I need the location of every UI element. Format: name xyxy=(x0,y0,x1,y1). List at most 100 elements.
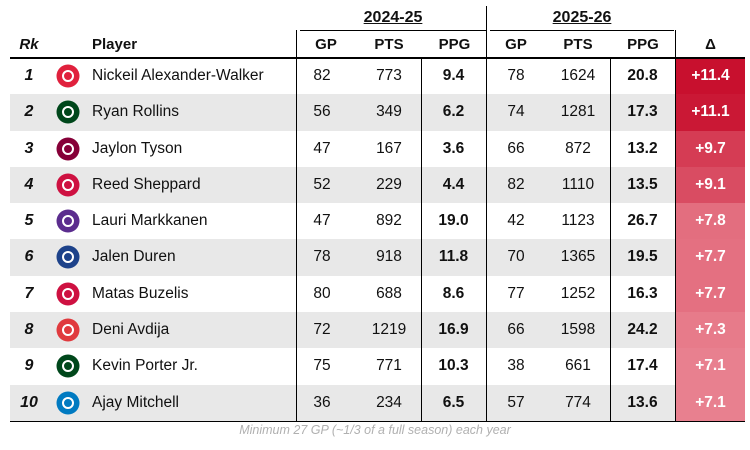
table-row: 5 Lauri Markkanen 47 892 19.0 42 1123 26.7 +7.8 xyxy=(10,203,745,240)
player-name: Lauri Markkanen xyxy=(92,212,208,230)
thunder-logo-icon xyxy=(56,391,80,415)
table-row: 8 Deni Avdija 72 1219 16.9 66 1598 24.2 +7.3 xyxy=(10,312,745,349)
table-row: 9 Kevin Porter Jr. 75 771 10.3 38 661 17.4 +7.1 xyxy=(10,348,745,385)
gp2-cell: 70 xyxy=(507,248,525,266)
ppg1-cell: 10.3 xyxy=(438,357,469,375)
pts1-cell: 234 xyxy=(376,393,402,411)
pts1-cell: 688 xyxy=(376,284,402,302)
column-header-rk: Rk xyxy=(19,36,39,53)
group-header-2025-26: 2025-26 xyxy=(552,9,612,26)
pts2-cell: 1281 xyxy=(560,103,596,121)
table-bottom-rule xyxy=(10,421,745,422)
separator-ppg-2025 xyxy=(610,58,611,422)
pts2-cell: 1110 xyxy=(561,175,595,193)
footnote: Minimum 27 GP (~1/3 of a full season) ea… xyxy=(239,423,511,437)
gp1-cell: 82 xyxy=(313,67,331,84)
ppg2-cell: 19.5 xyxy=(627,248,658,266)
pts2-cell: 1624 xyxy=(560,67,596,84)
rank-cell: 1 xyxy=(24,67,34,84)
ppg2-cell: 20.8 xyxy=(627,67,658,84)
column-header-ppg-2025: PPG xyxy=(627,36,659,53)
ppg1-cell: 6.2 xyxy=(442,103,465,121)
ppg2-cell: 26.7 xyxy=(627,212,658,230)
ppg1-cell: 11.8 xyxy=(438,248,469,266)
group-rule-2024-25 xyxy=(300,30,486,31)
column-header-pts-2025: PTS xyxy=(563,36,593,53)
gp1-cell: 47 xyxy=(313,212,331,230)
table-row: 1 Nickeil Alexander-Walker 82 773 9.4 78 1624 2… xyxy=(10,58,745,95)
column-header-pts-2024: PTS xyxy=(374,36,404,53)
separator-ppg-2024 xyxy=(421,58,422,422)
gp2-cell: 77 xyxy=(507,284,525,302)
player-name: Reed Sheppard xyxy=(92,175,201,193)
rank-cell: 5 xyxy=(24,212,34,230)
ppg2-cell: 17.3 xyxy=(627,103,658,121)
bucks-logo-icon xyxy=(56,100,80,124)
pts2-cell: 661 xyxy=(565,357,591,375)
gp1-cell: 47 xyxy=(313,139,331,157)
trail-blazers-logo-icon xyxy=(56,318,80,342)
ppg1-cell: 4.4 xyxy=(442,175,465,193)
table-row: 3 Jaylon Tyson 47 167 3.6 66 872 13.2 +9.7 xyxy=(10,130,745,167)
rank-cell: 9 xyxy=(24,357,34,375)
player-name: Ajay Mitchell xyxy=(92,393,179,411)
rank-cell: 7 xyxy=(24,284,34,302)
player-name: Kevin Porter Jr. xyxy=(92,357,198,375)
pts1-cell: 1219 xyxy=(371,321,407,339)
rank-cell: 4 xyxy=(24,175,34,193)
delta-cell: +7.7 xyxy=(676,239,745,276)
gp2-cell: 78 xyxy=(507,67,525,84)
gp2-cell: 74 xyxy=(507,103,525,121)
group-rule-2025-26 xyxy=(490,30,674,31)
table-body: 1 Nickeil Alexander-Walker 82 773 9.4 78 1624 2… xyxy=(10,58,745,421)
jazz-logo-icon xyxy=(56,209,80,233)
delta-cell: +9.1 xyxy=(676,166,745,204)
bucks-logo-icon xyxy=(56,354,80,378)
delta-cell: +7.3 xyxy=(676,312,745,349)
ppg1-cell: 16.9 xyxy=(438,321,469,339)
player-name: Nickeil Alexander-Walker xyxy=(92,67,264,84)
ppg2-cell: 13.5 xyxy=(627,175,658,193)
separator-season xyxy=(486,6,487,422)
delta-cell: +9.7 xyxy=(676,130,745,167)
hawks-logo-icon xyxy=(56,64,80,88)
gp2-cell: 38 xyxy=(507,357,525,375)
table-row: 6 Jalen Duren 78 918 11.8 70 1365 19.5 +7.7 xyxy=(10,239,745,276)
separator-2024-left xyxy=(296,30,297,422)
column-header-delta: Δ xyxy=(705,36,716,53)
ppg2-cell: 13.6 xyxy=(627,393,658,411)
ppg1-cell: 3.6 xyxy=(442,139,465,157)
cavaliers-logo-icon xyxy=(56,137,80,161)
column-header-ppg-2024: PPG xyxy=(438,36,471,53)
table-row: 2 Ryan Rollins 56 349 6.2 74 1281 17.3 +11.1 xyxy=(10,94,745,131)
pts1-cell: 349 xyxy=(376,103,402,121)
rank-cell: 2 xyxy=(24,103,34,121)
delta-cell: +7.7 xyxy=(676,275,745,313)
ppg1-cell: 9.4 xyxy=(442,67,465,84)
table-row: 10 Ajay Mitchell 36 234 6.5 57 774 13.6 +7.1 xyxy=(10,384,745,421)
ppg2-cell: 24.2 xyxy=(627,321,658,339)
table-row: 4 Reed Sheppard 52 229 4.4 82 1110 13.5 +9.1 xyxy=(10,166,745,204)
ppg1-cell: 8.6 xyxy=(442,284,465,302)
gp2-cell: 66 xyxy=(507,321,525,339)
rank-cell: 8 xyxy=(24,321,34,339)
gp1-cell: 78 xyxy=(313,248,331,266)
rank-cell: 10 xyxy=(20,393,38,411)
ppg1-cell: 19.0 xyxy=(438,212,469,230)
pts2-cell: 774 xyxy=(565,393,591,411)
pts2-cell: 1123 xyxy=(561,212,595,230)
gp1-cell: 75 xyxy=(313,357,331,375)
gp2-cell: 82 xyxy=(507,175,525,193)
gp2-cell: 57 xyxy=(507,393,525,411)
pts2-cell: 872 xyxy=(565,139,591,157)
ppg2-cell: 16.3 xyxy=(627,284,658,302)
pts2-cell: 1252 xyxy=(560,284,596,302)
gp1-cell: 52 xyxy=(313,175,331,193)
pts2-cell: 1598 xyxy=(560,321,596,339)
pts1-cell: 892 xyxy=(376,212,402,230)
pistons-logo-icon xyxy=(56,245,80,269)
rockets-logo-icon xyxy=(56,173,80,197)
bulls-logo-icon xyxy=(56,282,80,306)
delta-cell: +11.1 xyxy=(676,94,745,131)
player-name: Deni Avdija xyxy=(92,321,170,339)
